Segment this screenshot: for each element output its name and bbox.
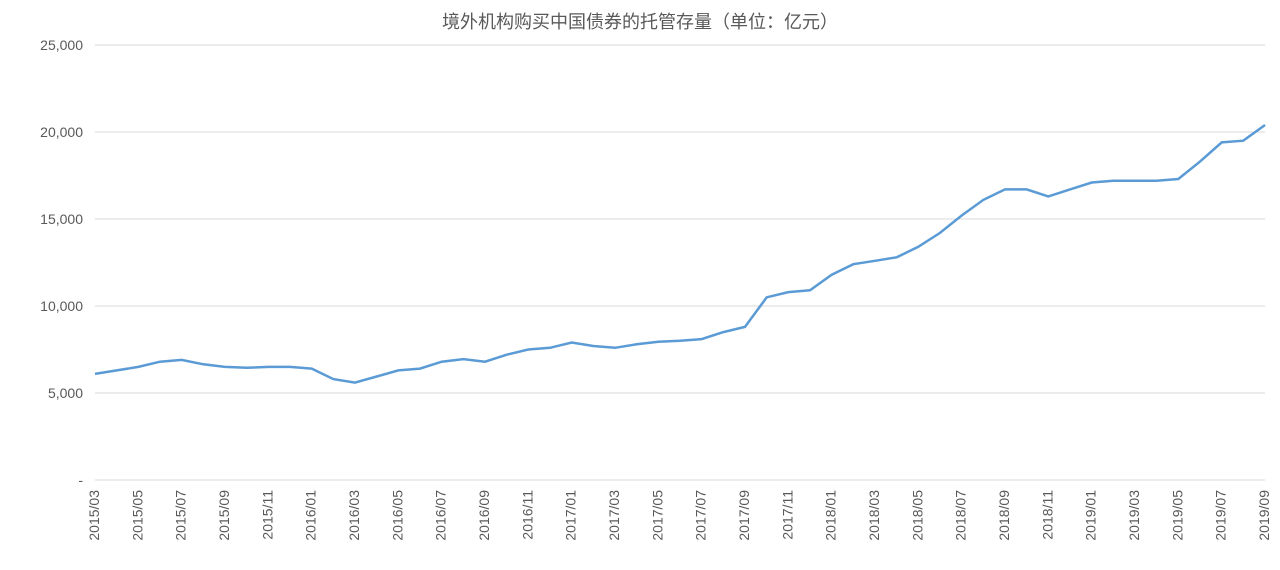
y-tick-label: 5,000 bbox=[48, 385, 83, 401]
x-tick-label: 2017/05 bbox=[649, 490, 665, 541]
x-tick-label: 2017/03 bbox=[606, 490, 622, 541]
x-tick-label: 2016/11 bbox=[519, 490, 535, 540]
x-tick-label: 2018/05 bbox=[909, 490, 925, 541]
x-tick-label: 2018/03 bbox=[866, 490, 882, 541]
chart-svg: - 5,000 10,000 15,000 20,000 25,000 2015/03 201… bbox=[0, 0, 1280, 570]
x-tick-label: 2019/01 bbox=[1083, 490, 1099, 541]
x-tick-label: 2017/01 bbox=[563, 490, 579, 541]
x-tick-label: 2016/09 bbox=[476, 490, 492, 541]
y-tick-label: 20,000 bbox=[40, 124, 83, 140]
x-tick-label: 2016/03 bbox=[346, 490, 362, 541]
x-tick-label: 2018/11 bbox=[1039, 490, 1055, 540]
y-tick-label: 25,000 bbox=[40, 37, 83, 53]
x-tick-label: 2019/03 bbox=[1126, 490, 1142, 541]
x-tick-label: 2015/07 bbox=[173, 490, 189, 541]
x-tick-label: 2015/09 bbox=[216, 490, 232, 541]
line-chart: 境外机构购买中国债券的托管存量（单位：亿元） -5,00010,00015,00… bbox=[0, 0, 1280, 570]
y-tick-label: 15,000 bbox=[40, 211, 83, 227]
x-tick-label: 2016/07 bbox=[433, 490, 449, 541]
x-tick-label: 2016/05 bbox=[389, 490, 405, 541]
y-tick-label: 10,000 bbox=[40, 298, 83, 314]
x-tick-label: 2015/03 bbox=[86, 490, 102, 541]
series-line bbox=[95, 125, 1265, 383]
x-tick-label: 2017/11 bbox=[779, 490, 795, 540]
x-tick-label: 2015/05 bbox=[129, 490, 145, 541]
x-tick-label: 2017/09 bbox=[736, 490, 752, 541]
x-tick-label: 2016/01 bbox=[303, 490, 319, 541]
x-tick-label: 2018/01 bbox=[823, 490, 839, 541]
x-tick-label: 2019/09 bbox=[1256, 490, 1272, 541]
x-tick-label: 2019/05 bbox=[1169, 490, 1185, 541]
x-tick-label: 2018/07 bbox=[953, 490, 969, 541]
x-tick-label: 2018/09 bbox=[996, 490, 1012, 541]
x-tick-label: 2015/11 bbox=[259, 490, 275, 540]
x-tick-label: 2017/07 bbox=[693, 490, 709, 541]
y-tick-label: - bbox=[78, 472, 83, 488]
x-tick-label: 2019/07 bbox=[1213, 490, 1229, 541]
